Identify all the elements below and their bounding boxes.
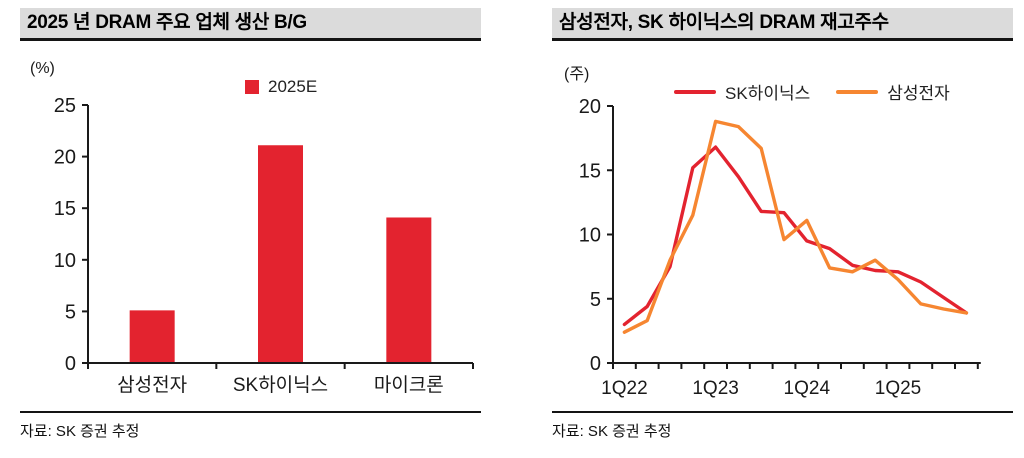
x-tick-label: 1Q23 [692, 378, 738, 399]
legend: 2025E [245, 77, 317, 97]
category-label: 삼성전자 [117, 374, 187, 396]
bar [258, 145, 303, 363]
y-tick-label: 10 [579, 225, 601, 247]
line-chart: 0 5 10 15 20 1Q22 1Q23 1Q24 1Q25 [579, 96, 981, 399]
series-line [622, 145, 969, 327]
legend-label: SK하이닉스 [725, 84, 811, 103]
y-tick-label: 15 [579, 160, 601, 182]
x-tick-label: 1Q24 [784, 378, 831, 399]
footer-divider [20, 411, 481, 413]
category-label: 마이크론 [374, 374, 444, 396]
y-tick-label: 15 [54, 198, 76, 220]
legend-item: 삼성전자 [836, 79, 950, 104]
x-tick-label: 1Q22 [601, 378, 647, 399]
y-tick-label: 0 [590, 353, 601, 375]
y-tick-label: 0 [65, 353, 76, 375]
line-chart-panel: 삼성전자, SK 하이닉스의 DRAM 재고주수 (주) SK하이닉스 삼성전자… [552, 0, 1013, 458]
source-note: 자료: SK 증권 추정 [552, 423, 672, 440]
legend-line-swatch [674, 89, 716, 94]
legend-item: 2025E [245, 77, 317, 97]
y-tick-label: 20 [54, 147, 76, 169]
legend-square-swatch [245, 80, 259, 94]
y-tick-label: 25 [54, 95, 76, 117]
bar [129, 310, 175, 363]
chart-title: 2025 년 DRAM 주요 업체 생산 B/G [20, 8, 481, 41]
footer-divider [552, 411, 1013, 413]
legend-item: SK하이닉스 [674, 79, 810, 104]
y-tick-label: 5 [590, 289, 601, 311]
y-tick-label: 20 [579, 96, 601, 118]
category-label: SK하이닉스 [233, 374, 328, 396]
x-tick-label: 1Q25 [875, 378, 921, 399]
bar [386, 217, 432, 363]
series-line [622, 119, 969, 334]
bar-chart: 0 5 10 15 20 25 삼성전자 SK하이닉스 마이크론 [54, 95, 474, 396]
legend-label: 2025E [268, 77, 318, 96]
y-tick-label: 10 [54, 250, 76, 272]
chart-title: 삼성전자, SK 하이닉스의 DRAM 재고주수 [552, 8, 1013, 41]
y-tick-label: 5 [65, 301, 76, 323]
bar-chart-panel: 2025 년 DRAM 주요 업체 생산 B/G (%) 2025E 0 5 10 1… [20, 0, 481, 458]
legend: SK하이닉스 삼성전자 [674, 79, 950, 104]
legend-label: 삼성전자 [887, 84, 950, 103]
y-axis-unit-label: (주) [564, 66, 590, 83]
source-note: 자료: SK 증권 추정 [20, 423, 140, 440]
legend-line-swatch [836, 89, 879, 94]
y-axis-unit-label: (%) [30, 60, 55, 77]
